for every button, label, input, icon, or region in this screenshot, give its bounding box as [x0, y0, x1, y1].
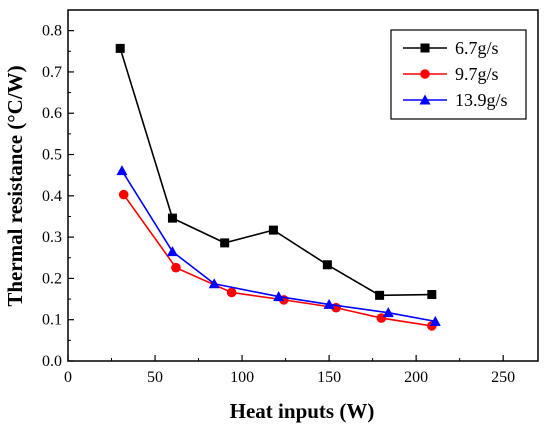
data-point — [382, 307, 394, 318]
data-point — [429, 315, 441, 326]
data-point — [322, 260, 332, 270]
series-1 — [115, 43, 437, 300]
data-point — [118, 189, 129, 200]
y-tick-label: 0.2 — [42, 270, 62, 287]
data-point — [166, 246, 178, 257]
y-tick-label: 0.6 — [42, 105, 62, 122]
series-layer — [115, 43, 441, 331]
legend-label: 6.7g/s — [455, 38, 499, 58]
x-tick-label: 200 — [404, 369, 428, 386]
y-tick-label: 0.1 — [42, 312, 62, 329]
legend-entry: 9.7g/s — [403, 64, 499, 84]
x-tick-label: 150 — [317, 369, 341, 386]
data-point — [220, 238, 230, 248]
data-point — [427, 290, 437, 300]
x-tick-label: 0 — [64, 369, 72, 386]
x-tick-label: 50 — [147, 369, 163, 386]
x-axis-title: Heat inputs (W) — [230, 399, 375, 423]
data-point — [115, 43, 125, 53]
x-tick-label: 100 — [230, 369, 254, 386]
legend-entry: 13.9g/s — [403, 90, 508, 110]
y-tick-label: 0.7 — [42, 64, 62, 81]
data-point — [208, 278, 220, 289]
axis-ticks — [67, 30, 504, 362]
y-axis-title: Thermal resistance (°C/W) — [3, 65, 27, 306]
legend-marker — [420, 43, 430, 53]
legend-entry: 6.7g/s — [403, 38, 499, 58]
data-point — [375, 290, 385, 300]
legend-marker — [419, 94, 431, 105]
data-point — [273, 291, 285, 302]
data-point — [167, 213, 177, 223]
tick-labels: 0 50 100 150 200 250 0.0 0.1 0.2 0.3 0.4 0.5 0.6 0.7 0… — [42, 23, 515, 386]
y-tick-label: 0.4 — [42, 188, 62, 205]
legend-marker — [420, 69, 430, 79]
data-point — [171, 262, 181, 273]
y-tick-label: 0.3 — [42, 229, 62, 246]
data-point — [268, 225, 278, 235]
data-point — [226, 287, 237, 298]
series-line — [119, 48, 432, 297]
legend: 6.7g/s 9.7g/s 13.9g/s — [390, 29, 527, 120]
x-tick-label: 250 — [491, 369, 515, 386]
series-3 — [116, 165, 441, 326]
plot-frame — [67, 9, 539, 362]
y-tick-label: 0.0 — [42, 353, 62, 370]
y-tick-label: 0.8 — [42, 23, 62, 40]
legend-label: 9.7g/s — [455, 64, 499, 84]
data-point — [116, 165, 128, 176]
legend-label: 13.9g/s — [455, 90, 508, 110]
data-point — [323, 298, 335, 309]
y-tick-label: 0.5 — [42, 147, 62, 164]
